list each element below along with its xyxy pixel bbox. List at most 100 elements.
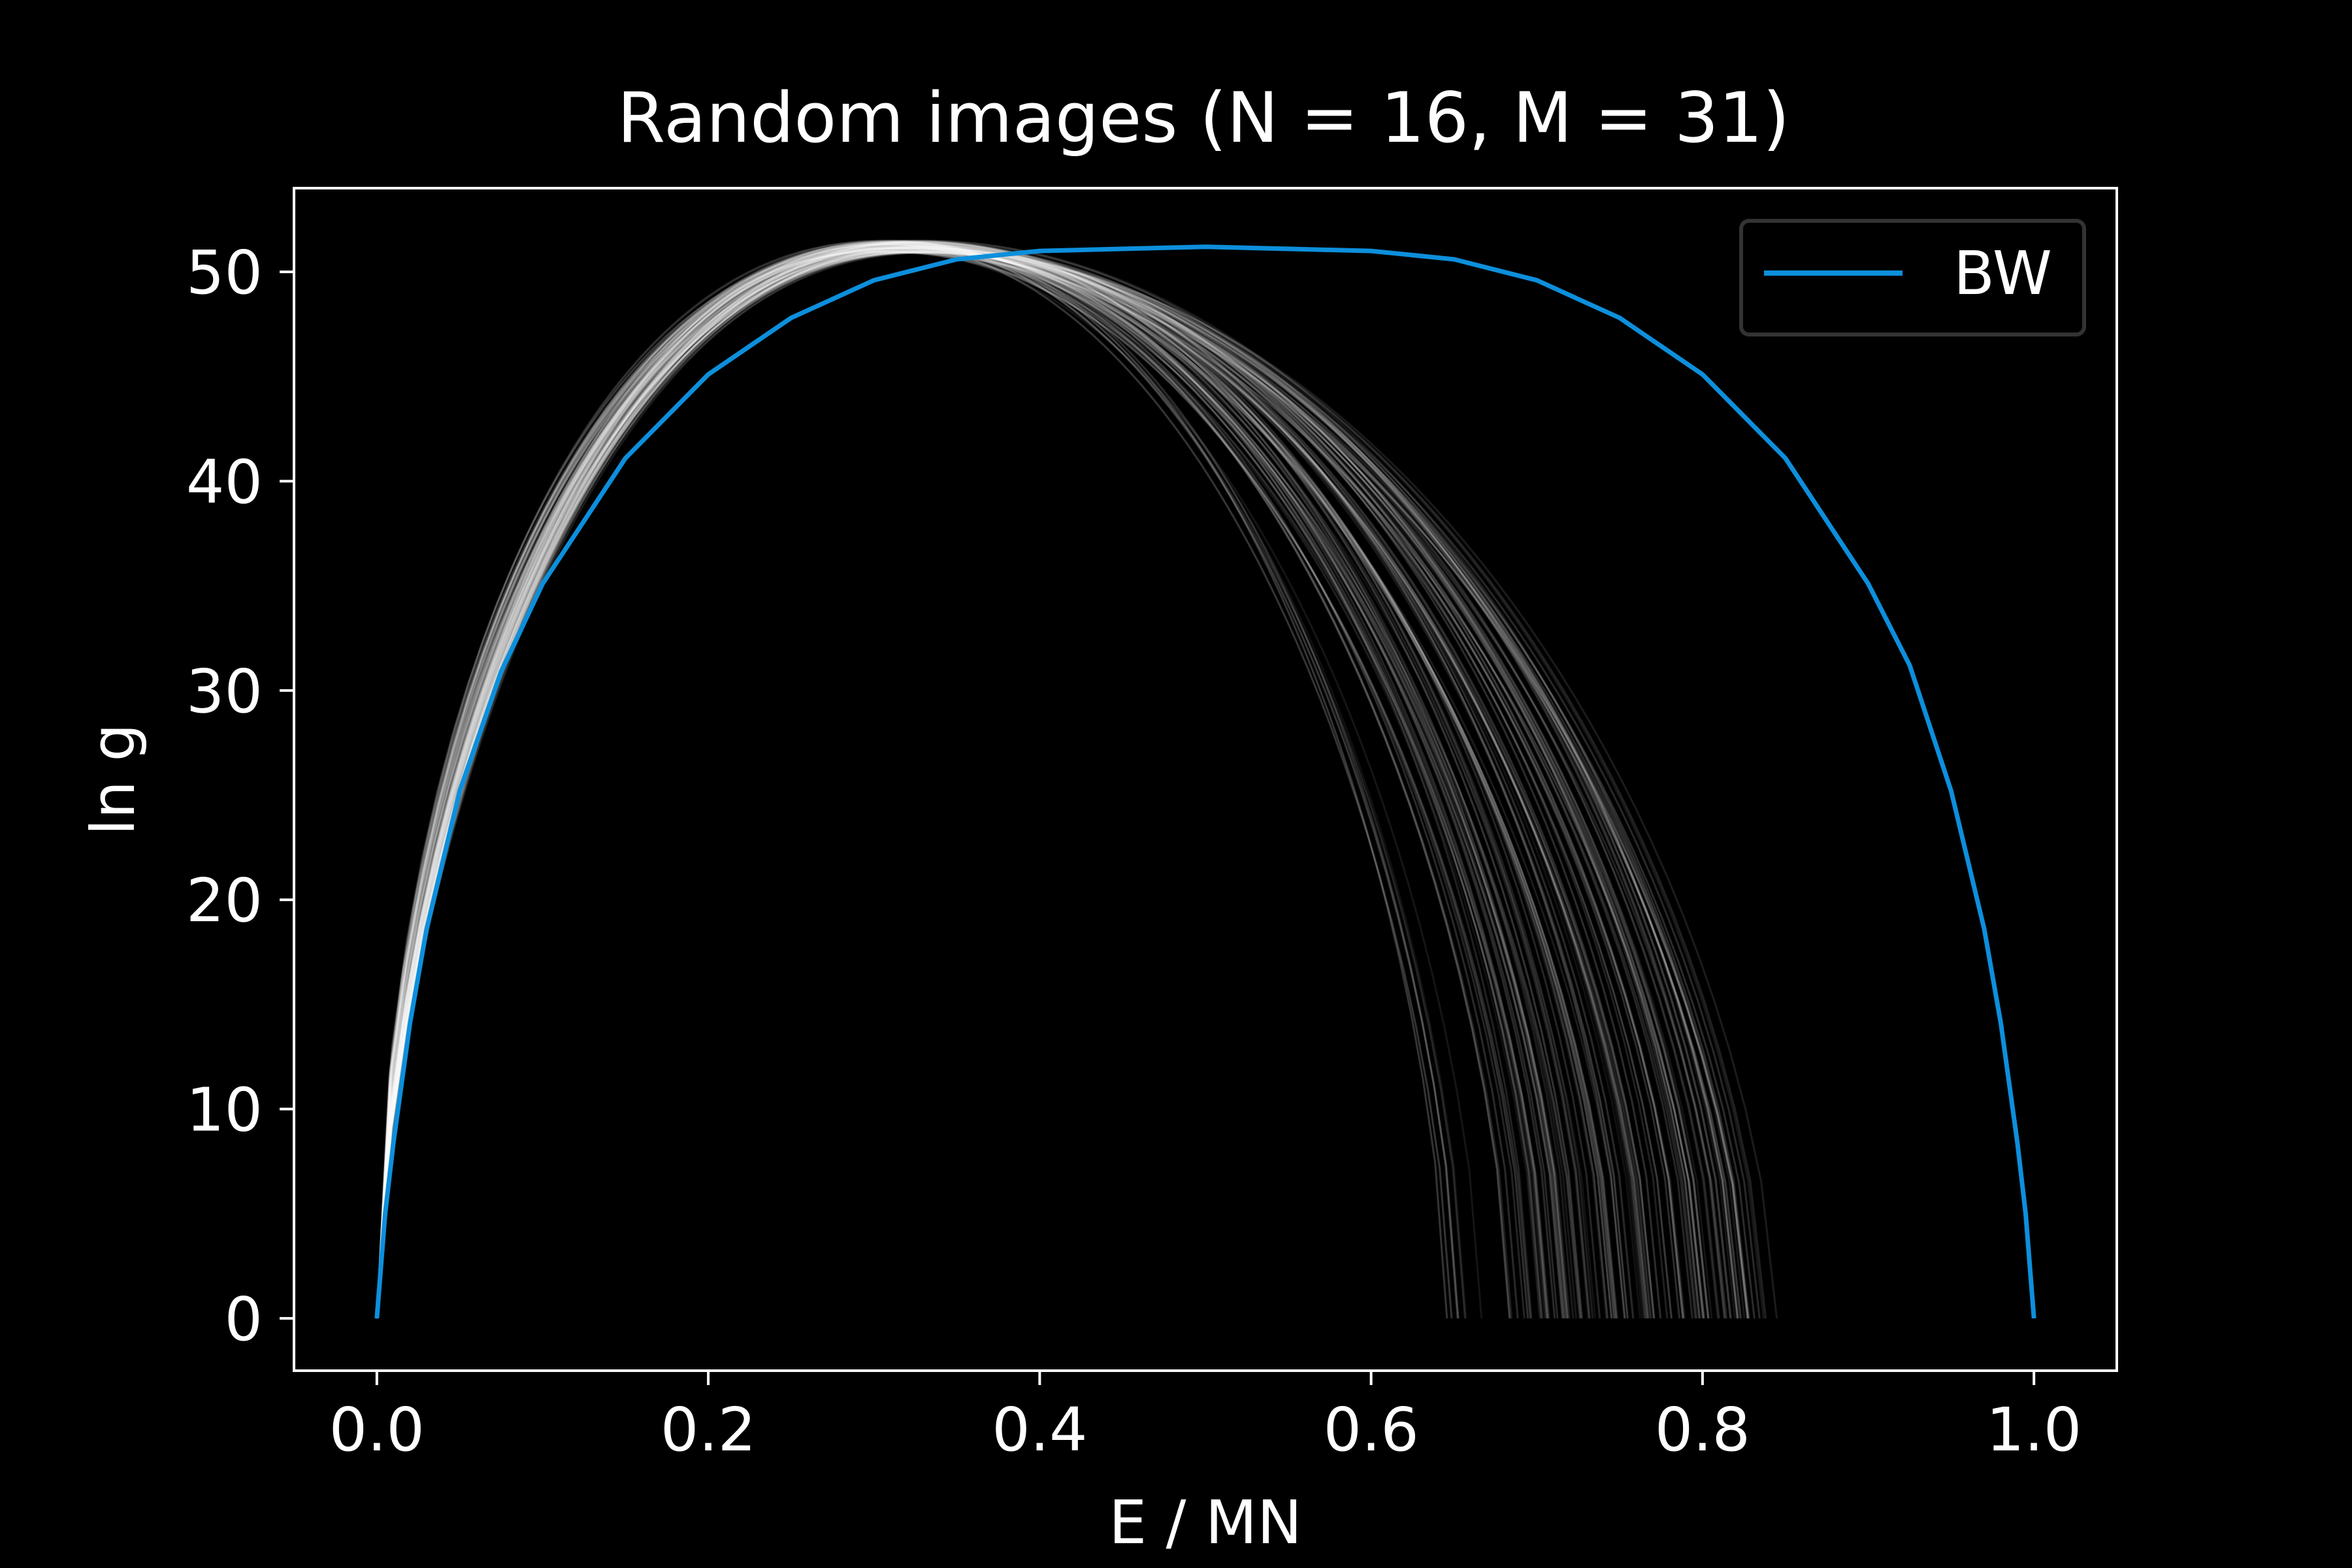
random-image-curve — [376, 251, 1529, 1319]
random-image-curve — [376, 250, 1713, 1319]
random-image-curve — [376, 252, 1720, 1319]
random-image-curve — [376, 247, 1596, 1319]
random-image-curve — [376, 246, 1650, 1319]
x-tick-label: 0.8 — [1655, 1395, 1750, 1465]
random-image-curve — [376, 248, 1739, 1319]
random-image-curve — [376, 243, 1733, 1319]
x-tick-label: 0.4 — [992, 1395, 1087, 1465]
random-image-curve — [376, 243, 1467, 1319]
y-tick-label: 20 — [186, 866, 263, 936]
random-image-curves — [376, 239, 1778, 1319]
random-image-curve — [376, 243, 1728, 1319]
random-image-curve — [376, 245, 1742, 1319]
y-tick-label: 0 — [224, 1284, 263, 1354]
x-axis-label: E / MN — [1109, 1488, 1302, 1558]
bw-series-line — [374, 244, 2036, 1319]
random-image-curve — [376, 246, 1513, 1319]
random-image-curve — [376, 240, 1669, 1319]
random-image-curve — [376, 252, 1634, 1319]
y-axis-label: ln g — [78, 723, 148, 836]
random-image-curve — [376, 245, 1693, 1319]
random-image-curve — [376, 246, 1705, 1319]
random-image-curve — [376, 251, 1483, 1319]
random-image-curve — [376, 251, 1710, 1319]
random-image-curve — [376, 244, 1519, 1319]
chart-title: Random images (N = 16, M = 31) — [617, 78, 1790, 158]
random-image-curve — [376, 251, 1686, 1319]
random-image-curve — [376, 240, 1608, 1319]
x-tick-label: 1.0 — [1986, 1395, 2082, 1465]
x-tick-label: 0.0 — [329, 1395, 425, 1465]
random-image-curve — [376, 246, 1681, 1319]
random-image-curve — [376, 244, 1459, 1319]
legend: BW — [1739, 219, 2086, 336]
random-image-curve — [376, 240, 1750, 1319]
random-image-curve — [376, 242, 1697, 1319]
random-image-curve — [376, 242, 1559, 1319]
random-image-curve — [376, 246, 1543, 1319]
random-image-curve — [376, 248, 1739, 1319]
random-image-curve — [376, 251, 1546, 1319]
random-image-curve — [376, 241, 1563, 1319]
random-image-curve — [376, 248, 1725, 1319]
x-tick-label: 0.6 — [1323, 1395, 1418, 1465]
random-image-curve — [376, 242, 1736, 1319]
random-image-curve — [376, 244, 1698, 1319]
random-image-curve — [376, 239, 1746, 1319]
y-tick-label: 50 — [186, 238, 263, 308]
random-image-curve — [376, 252, 1761, 1319]
random-image-curve — [376, 243, 1549, 1319]
random-image-curve — [376, 239, 1571, 1319]
random-image-curve — [376, 250, 1705, 1319]
random-image-curve — [376, 246, 1577, 1319]
random-image-curve — [376, 243, 1453, 1319]
random-image-curve — [376, 244, 1542, 1319]
axes-frame — [293, 187, 2118, 1372]
random-image-curve — [376, 251, 1556, 1319]
random-image-curve — [376, 243, 1594, 1319]
random-image-curve — [376, 250, 1750, 1319]
random-image-curve — [376, 242, 1590, 1319]
random-image-curve — [376, 250, 1629, 1319]
random-image-curve — [376, 240, 1727, 1319]
y-tick-label: 10 — [186, 1075, 263, 1145]
random-image-curve — [376, 246, 1549, 1319]
random-image-curve — [376, 247, 1652, 1319]
legend-bw-label: BW — [1953, 238, 2052, 308]
random-image-curve — [376, 248, 1709, 1319]
random-image-curve — [376, 248, 1526, 1319]
random-image-curve — [376, 244, 1582, 1319]
random-image-curve — [376, 250, 1511, 1319]
random-image-curve — [376, 250, 1581, 1319]
random-image-curve — [376, 250, 1566, 1319]
random-image-curve — [376, 247, 1656, 1319]
random-image-curve — [376, 248, 1765, 1319]
random-image-curve — [376, 244, 1569, 1319]
random-image-curve — [376, 250, 1673, 1319]
random-image-curve — [376, 251, 1740, 1319]
y-axis-ticks: 0 10 20 30 40 50 — [186, 238, 294, 1354]
random-image-curve — [376, 251, 1767, 1319]
random-image-curve — [376, 240, 1565, 1319]
random-image-curve — [376, 248, 1569, 1319]
random-image-curve — [376, 244, 1704, 1319]
random-image-curve — [376, 242, 1615, 1319]
random-image-curve — [376, 240, 1568, 1319]
random-image-curve — [376, 246, 1583, 1319]
random-image-curve — [376, 250, 1629, 1319]
random-image-curve — [376, 247, 1564, 1319]
random-image-curve — [376, 244, 1626, 1319]
random-image-curve — [376, 246, 1749, 1319]
y-tick-label: 40 — [186, 447, 263, 517]
x-axis-ticks: 0.0 0.2 0.4 0.6 0.8 1.0 — [329, 1371, 2082, 1465]
random-image-curve — [376, 251, 1653, 1319]
random-image-curve — [376, 248, 1644, 1319]
random-image-curve — [376, 247, 1531, 1319]
y-tick-label: 30 — [186, 657, 263, 727]
random-image-curve — [376, 247, 1448, 1319]
random-image-curve — [376, 244, 1460, 1319]
random-image-curve — [376, 240, 1601, 1319]
random-image-curve — [376, 242, 1710, 1319]
random-image-curve — [376, 241, 1756, 1319]
random-image-curve — [376, 241, 1591, 1319]
